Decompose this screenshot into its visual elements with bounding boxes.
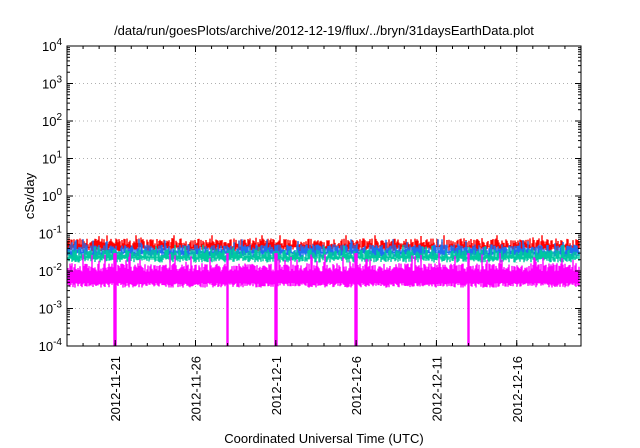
- y-tick-label: 10-1: [39, 225, 63, 242]
- series-trace-2: [67, 244, 580, 263]
- y-tick-label: 10-2: [39, 262, 63, 279]
- y-tick-label: 101: [42, 150, 62, 167]
- x-axis-label: Coordinated Universal Time (UTC): [224, 431, 423, 446]
- y-tick-label: 10-3: [39, 300, 63, 317]
- y-axis-label: cSv/day: [22, 172, 37, 219]
- x-tick-label: 2012-12-1: [269, 356, 284, 415]
- series-trace-3: [67, 253, 580, 346]
- data-layer: [67, 235, 580, 346]
- x-tick-label: 2012-12-16: [510, 356, 525, 423]
- x-tick-label: 2012-12-11: [429, 356, 444, 422]
- y-tick-label: 100: [42, 187, 62, 204]
- x-tick-label: 2012-11-26: [189, 356, 204, 422]
- axes: 10-4 10-3 10-2 10-1 100 101 102 103 104 2012-11-2…: [39, 37, 582, 423]
- y-tick-label: 10-4: [39, 337, 63, 354]
- chart-title: /data/run/goesPlots/archive/2012-12-19/f…: [114, 23, 534, 38]
- x-tick-label: 2012-11-21: [108, 356, 123, 422]
- y-tick-label: 102: [42, 112, 62, 129]
- y-tick-label: 103: [42, 75, 62, 92]
- x-tick-label: 2012-12-6: [349, 356, 364, 415]
- y-tick-label: 104: [42, 37, 62, 54]
